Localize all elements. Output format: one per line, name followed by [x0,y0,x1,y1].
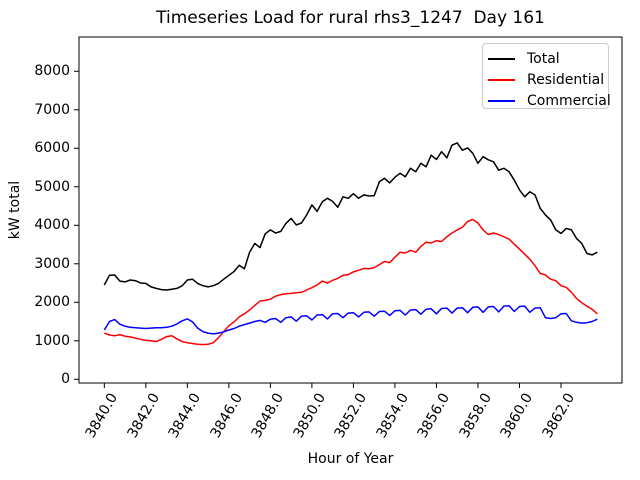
series-line-residential [104,218,598,346]
legend-label-residential: Residential [527,72,605,88]
chart-title: Timeseries Load for rural rhs3_1247 Day … [156,8,545,28]
legend-item-total: Total [483,49,608,69]
y-tick-label: 1000 [34,332,70,349]
y-tick-label: 2000 [34,294,70,311]
legend-line-swatch-commercial [488,100,515,102]
legend-item-residential: Residential [483,70,608,90]
legend: Total Residential Commercial [482,43,611,111]
y-tick-label: 3000 [34,255,70,272]
series-lines [103,142,598,346]
y-tick-label: 4000 [34,217,70,234]
y-tick-label: 8000 [34,63,70,80]
x-axis-label: Hour of Year [307,451,394,467]
axes-border [78,36,623,384]
series-line-commercial [103,305,598,335]
y-axis-label: kW total [7,180,23,240]
y-tick-label: 6000 [34,140,70,157]
y-tick-label: 7000 [34,101,70,118]
y-tick-label: 5000 [34,178,70,195]
y-tick-label: 0 [61,371,70,388]
axis-ticks [74,70,562,388]
legend-label-total: Total [527,51,560,67]
legend-line-swatch-total [488,58,515,60]
legend-item-commercial: Commercial [483,91,611,111]
legend-label-commercial: Commercial [527,93,611,109]
legend-line-swatch-residential [488,79,515,81]
series-line-total [103,142,598,291]
